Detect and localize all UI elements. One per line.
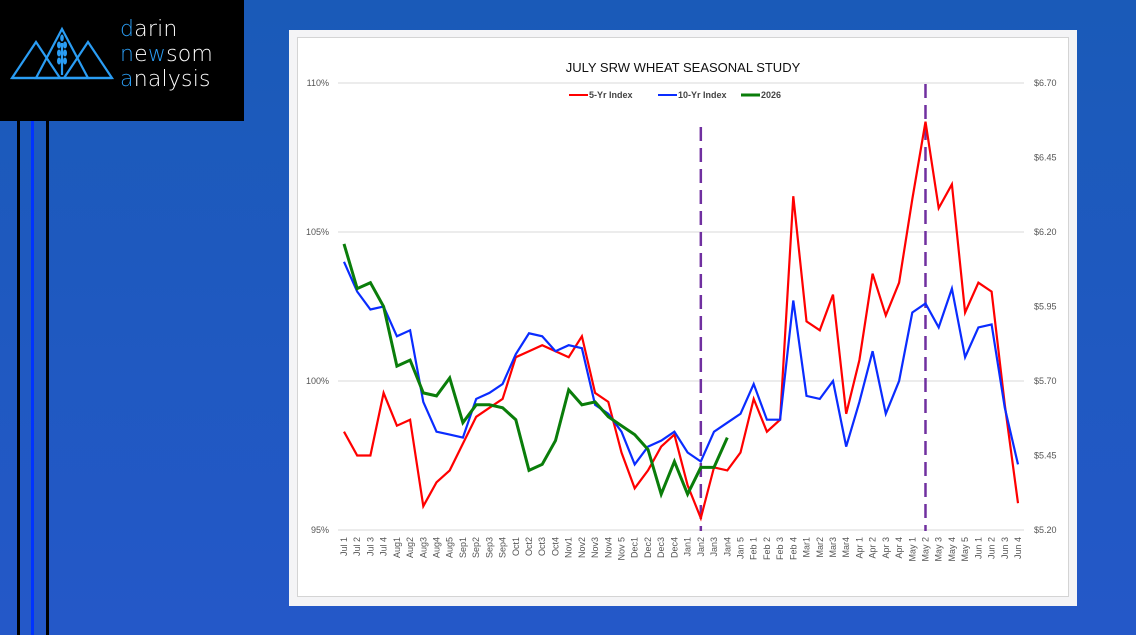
x-tick-label: May 1 — [907, 537, 917, 562]
decorative-rule-accent — [31, 121, 34, 635]
brand-line-3: analysis — [120, 67, 211, 92]
y-right-tick-label: $6.70 — [1034, 78, 1057, 88]
legend-label: 2026 — [761, 90, 781, 100]
x-tick-label: Jun 2 — [987, 537, 997, 559]
x-tick-label: Feb 3 — [775, 537, 785, 560]
brand-name: darin newsom analysis — [120, 17, 213, 92]
x-tick-label: May 5 — [960, 537, 970, 562]
x-tick-label: Oct3 — [537, 537, 547, 556]
x-tick-label: Jun 4 — [1013, 537, 1023, 559]
x-tick-label: Feb 1 — [749, 537, 759, 560]
x-tick-label: Aug3 — [418, 537, 428, 558]
y-left-tick-label: 110% — [307, 78, 329, 88]
mountains-wheat-icon — [10, 26, 115, 80]
x-tick-label: Jan1 — [683, 537, 693, 557]
x-tick-label: Aug4 — [432, 537, 442, 558]
x-tick-label: Sep2 — [471, 537, 481, 558]
x-tick-label: Apr 1 — [854, 537, 864, 559]
x-tick-label: Nov3 — [590, 537, 600, 558]
x-tick-label: May 3 — [934, 537, 944, 562]
chart-card: JULY SRW WHEAT SEASONAL STUDY — [289, 30, 1077, 606]
x-tick-label: Feb 4 — [788, 537, 798, 560]
x-tick-label: Dec2 — [643, 537, 653, 558]
x-tick-label: Oct2 — [524, 537, 534, 556]
x-tick-label: Nov 5 — [617, 537, 627, 561]
x-tick-label: Mar2 — [815, 537, 825, 558]
y-right-tick-label: $5.20 — [1034, 525, 1057, 535]
chart-title: JULY SRW WHEAT SEASONAL STUDY — [565, 60, 801, 75]
y-right-tick-label: $6.45 — [1034, 153, 1057, 163]
x-tick-label: Jan4 — [722, 537, 732, 557]
x-tick-label: Mar1 — [802, 537, 812, 558]
x-tick-label: Jun 3 — [1000, 537, 1010, 559]
x-tick-label: Jul 1 — [339, 537, 349, 556]
y-right-tick-label: $5.70 — [1034, 376, 1057, 386]
x-tick-label: Aug5 — [445, 537, 455, 558]
x-tick-label: Sep3 — [484, 537, 494, 558]
legend-label: 5-Yr Index — [589, 90, 633, 100]
x-tick-label: Aug1 — [392, 537, 402, 558]
brand-line-2: newsom — [120, 42, 214, 67]
x-tick-label: Jan 5 — [735, 537, 745, 559]
x-tick-label: May 4 — [947, 537, 957, 562]
x-tick-label: Dec3 — [656, 537, 666, 558]
x-tick-label: Dec1 — [630, 537, 640, 558]
x-tick-label: Jan3 — [709, 537, 719, 557]
x-tick-label: May 2 — [920, 537, 930, 562]
decorative-rule — [46, 121, 49, 635]
legend-label: 10-Yr Index — [678, 90, 727, 100]
series-line-5-yr-index — [343, 121, 1020, 522]
x-tick-label: Jun 1 — [973, 537, 983, 559]
x-tick-label: Jan2 — [696, 537, 706, 557]
series-line-2026 — [342, 243, 729, 499]
x-tick-label: Mar3 — [828, 537, 838, 558]
x-tick-label: Jul 2 — [352, 537, 362, 556]
x-tick-label: Apr 2 — [868, 537, 878, 559]
y-right-tick-label: $6.20 — [1034, 227, 1057, 237]
x-tick-label: Sep1 — [458, 537, 468, 558]
y-left-tick-label: 100% — [306, 376, 329, 386]
brand-logo: darin newsom analysis — [0, 0, 244, 121]
y-left-tick-label: 105% — [306, 227, 329, 237]
x-tick-label: Jul 4 — [379, 537, 389, 556]
brand-line-1: darin — [120, 17, 178, 42]
x-tick-label: Mar4 — [841, 537, 851, 558]
x-tick-label: Nov4 — [603, 537, 613, 558]
x-tick-label: Dec4 — [669, 537, 679, 558]
x-tick-label: Aug2 — [405, 537, 415, 558]
series-line-10-yr-index — [342, 261, 1020, 467]
x-tick-label: Apr 3 — [881, 537, 891, 559]
y-left-tick-label: 95% — [311, 525, 329, 535]
y-right-tick-label: $5.45 — [1034, 451, 1057, 461]
x-tick-label: Apr 4 — [894, 537, 904, 559]
x-tick-label: Nov2 — [577, 537, 587, 558]
y-right-tick-label: $5.95 — [1034, 302, 1057, 312]
x-tick-label: Feb 2 — [762, 537, 772, 560]
x-tick-label: Oct4 — [550, 537, 560, 556]
decorative-rule — [17, 121, 20, 635]
x-tick-label: Oct1 — [511, 537, 521, 556]
x-tick-label: Nov1 — [564, 537, 574, 558]
x-tick-label: Sep4 — [498, 537, 508, 558]
x-tick-label: Jul 3 — [365, 537, 375, 556]
